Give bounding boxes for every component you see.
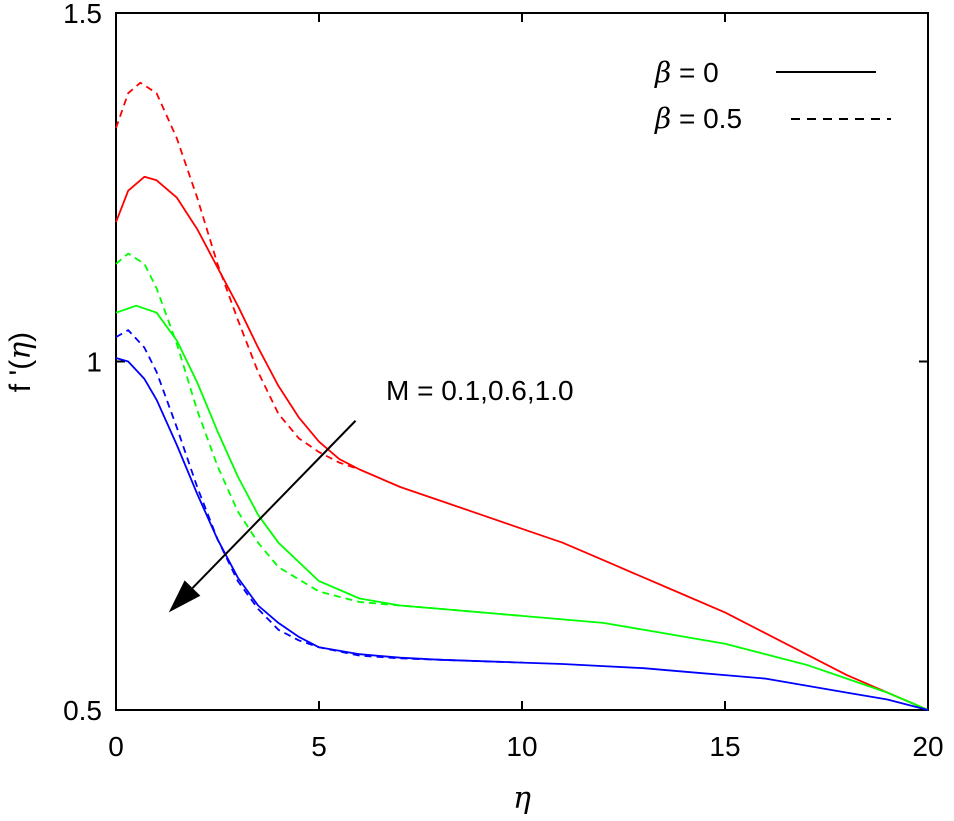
y-axis-title-suffix: ) — [4, 332, 37, 342]
series-line-m01-beta-0 — [115, 175, 929, 711]
legend-entry-2: β = 0.5 — [654, 102, 742, 135]
curves — [115, 81, 929, 711]
legend-label-1: = 0 — [671, 57, 718, 88]
x-tick-label: 0 — [108, 731, 124, 762]
legend-label-2: = 0.5 — [671, 103, 742, 134]
series-line-m1-beta-05 — [115, 329, 523, 664]
x-tick-label: 5 — [311, 731, 327, 762]
axis-ticks: 0 5 10 15 20 0.5 1 1.5 — [63, 0, 944, 762]
legend-entry-1: β = 0 — [654, 56, 719, 89]
y-axis-title-var: η — [3, 342, 38, 360]
annotation-arrow — [191, 420, 357, 589]
y-tick-label: 1 — [86, 347, 102, 378]
legend-symbol-1: β — [654, 56, 671, 89]
x-axis-title: η — [513, 781, 531, 816]
y-axis-title-prefix: f '( — [4, 360, 37, 392]
annotation-text: M = 0.1,0.6,1.0 — [386, 375, 574, 406]
series-line-m06-beta-05 — [115, 252, 523, 617]
x-tick-label: 20 — [912, 731, 943, 762]
y-tick-label: 1.5 — [63, 0, 102, 29]
annotation-arrowhead — [168, 580, 201, 613]
plot-area — [115, 12, 929, 711]
series-line-m1-beta-0 — [115, 357, 929, 711]
y-tick-label: 0.5 — [63, 695, 102, 726]
legend: β = 0 β = 0.5 — [654, 56, 891, 135]
x-tick-label: 15 — [709, 731, 740, 762]
x-tick-label: 10 — [506, 731, 537, 762]
legend-symbol-2: β — [654, 102, 671, 135]
y-axis-title: f '(η) — [3, 332, 38, 392]
